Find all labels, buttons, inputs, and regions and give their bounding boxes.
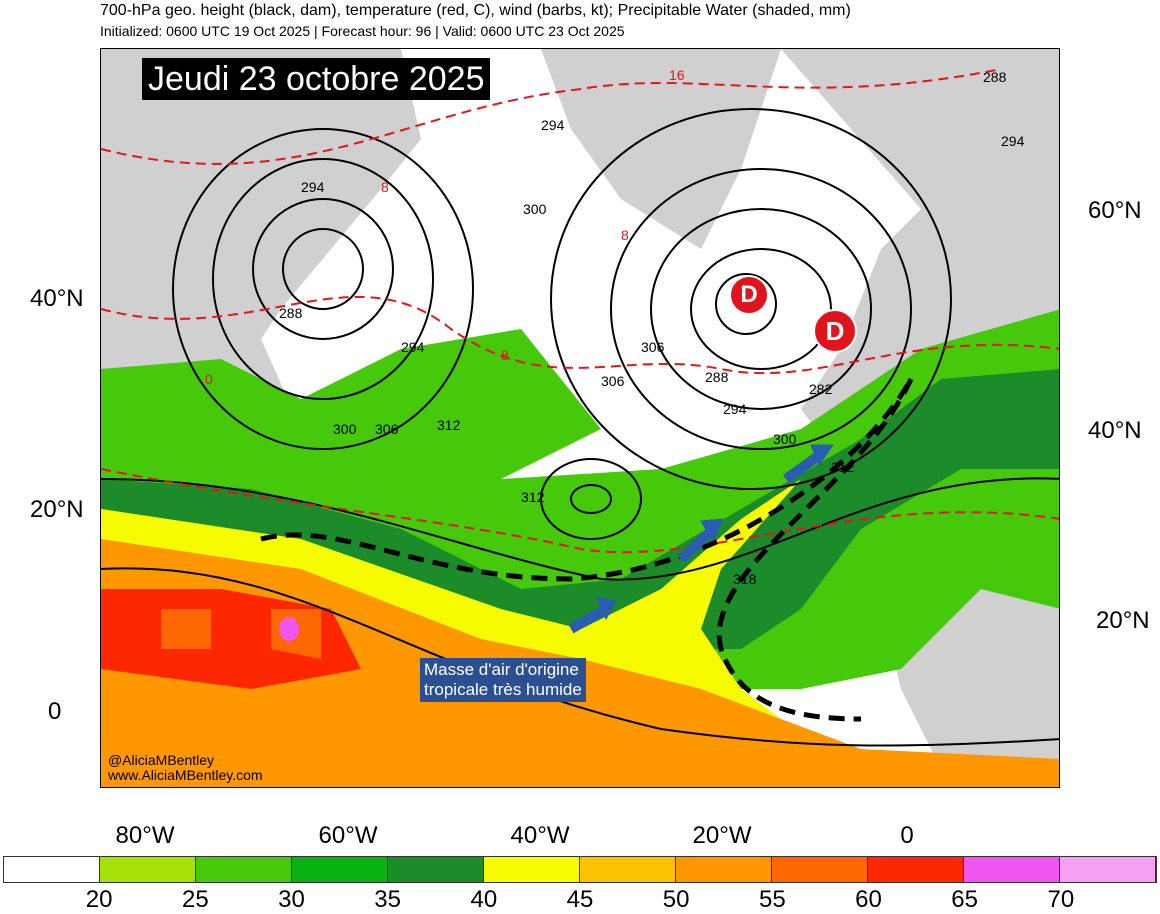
pw-magenta-spot xyxy=(279,617,299,641)
date-banner: Jeudi 23 octobre 2025 xyxy=(142,58,491,100)
lat-label-left: 40°N xyxy=(30,285,84,312)
lat-label-left: 0 xyxy=(48,698,62,725)
colorbar-bin xyxy=(388,857,484,882)
greenland2 xyxy=(541,49,781,249)
colorbar-tick-label: 40 xyxy=(470,886,498,913)
height-contour-label: 306 xyxy=(375,421,399,437)
colorbar-tick-label: 45 xyxy=(566,886,594,913)
credit-handle: @AliciaMBentley xyxy=(108,752,215,768)
height-contour-label: 294 xyxy=(541,117,565,133)
height-contour-label: 294 xyxy=(1001,133,1025,149)
height-contour-label: 282 xyxy=(809,381,833,397)
credit-site: www.AliciaMBentley.com xyxy=(108,767,263,783)
colorbar-tick-label: 55 xyxy=(758,886,786,913)
greenland-land xyxy=(101,49,421,429)
height-contour-label: 312 xyxy=(831,459,855,475)
pw-darkgreen-band xyxy=(101,369,1059,649)
lat-label-left: 20°N xyxy=(30,496,84,523)
temperature-contour-label: 8 xyxy=(381,179,389,195)
annotation-line-2: tropicale très humide xyxy=(424,680,582,699)
height-contour-label: 288 xyxy=(279,305,303,321)
moisture-axis-dashed-line xyxy=(260,377,914,722)
colorbar-tick-label: 20 xyxy=(85,886,113,913)
height-contour-label: 288 xyxy=(983,69,1007,85)
height-contour-label: 294 xyxy=(301,179,325,195)
colorbar-bin xyxy=(868,857,964,882)
temperature-contour-label: 8 xyxy=(501,347,509,363)
low-pressure-marker: D xyxy=(813,309,857,353)
colorbar xyxy=(3,856,1157,883)
temperature-contour-label: 16 xyxy=(669,67,685,83)
colorbar-bin xyxy=(580,857,676,882)
colorbar-bin xyxy=(484,857,580,882)
colorbar-bin xyxy=(676,857,772,882)
height-contour-label: 300 xyxy=(773,431,797,447)
height-contour-label: 294 xyxy=(401,339,425,355)
lon-label: 60°W xyxy=(318,822,378,849)
height-contour-label: 312 xyxy=(521,489,545,505)
lon-label: 40°W xyxy=(510,822,570,849)
colorbar-bin xyxy=(1060,857,1156,882)
lat-label-right: 20°N xyxy=(1096,607,1150,634)
temperature-contour-label: 0 xyxy=(205,371,213,387)
lon-label: 20°W xyxy=(692,822,752,849)
colorbar-tick-label: 65 xyxy=(951,886,979,913)
colorbar-tick-label: 50 xyxy=(662,886,690,913)
height-contour-label: 312 xyxy=(437,417,461,433)
height-contour-label: 300 xyxy=(523,201,547,217)
height-contour-label: 306 xyxy=(641,339,665,355)
chart-title: 700-hPa geo. height (black, dam), temper… xyxy=(100,2,851,19)
colorbar-tick-label: 35 xyxy=(374,886,402,913)
height-contour-label: 288 xyxy=(705,369,729,385)
height-contour-label: 294 xyxy=(723,401,747,417)
lon-label: 0 xyxy=(900,822,914,849)
height-contours xyxy=(101,108,1059,747)
colorbar-bin xyxy=(196,857,292,882)
colorbar-tick-label: 30 xyxy=(278,886,305,913)
colorbar-tick-label: 70 xyxy=(1047,886,1075,913)
annotation-line-1: Masse d'air d'origine xyxy=(424,660,579,679)
chart-subtitle: Initialized: 0600 UTC 19 Oct 2025 | Fore… xyxy=(100,23,625,39)
temperature-contours xyxy=(101,68,1059,554)
lon-label: 80°W xyxy=(115,822,175,849)
flow-arrows xyxy=(568,444,834,634)
colorbar-tick-label: 60 xyxy=(855,886,882,913)
lat-label-right: 40°N xyxy=(1088,417,1142,444)
colorbar-bin xyxy=(292,857,388,882)
low-pressure-marker: D xyxy=(729,275,769,315)
height-contour-label: 318 xyxy=(733,571,757,587)
colorbar-tick-label: 25 xyxy=(181,886,209,913)
lat-label-right: 60°N xyxy=(1088,197,1142,224)
colorbar-bin xyxy=(964,857,1060,882)
temperature-contour-label: 8 xyxy=(621,227,629,243)
pw-deep-red xyxy=(161,609,321,659)
height-contour-label: 300 xyxy=(333,421,357,437)
annotation-box: Masse d'air d'origine tropicale très hum… xyxy=(420,658,586,702)
height-contour-label: 306 xyxy=(601,373,625,389)
colorbar-bin xyxy=(4,857,100,882)
pw-green-band xyxy=(101,309,1059,689)
colorbar-bin xyxy=(100,857,196,882)
colorbar-bin xyxy=(772,857,868,882)
